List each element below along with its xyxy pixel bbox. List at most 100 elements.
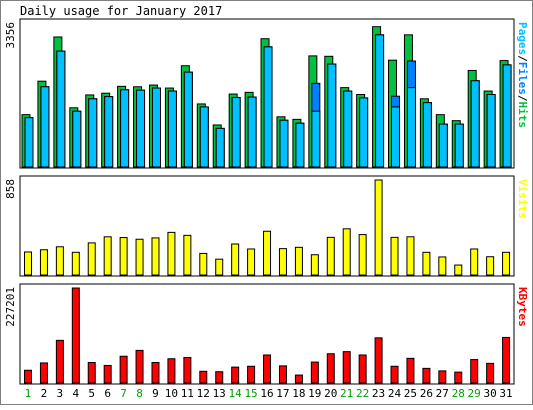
bar-kbytes <box>454 371 463 384</box>
bar-visits <box>119 237 128 276</box>
bar-kbytes <box>103 364 112 384</box>
bar-pages <box>406 87 416 168</box>
bar-pages <box>231 96 241 168</box>
bar-kbytes <box>199 370 208 384</box>
x-tick-label: 20 <box>324 387 337 400</box>
bar-pages <box>120 89 130 168</box>
bar-kbytes <box>406 357 415 384</box>
bar-visits <box>294 246 303 276</box>
bar-pages <box>183 71 193 168</box>
x-tick-label: 22 <box>356 387 369 400</box>
bar-pages <box>40 86 50 168</box>
bar-pages <box>247 96 257 168</box>
bar-visits <box>167 231 176 276</box>
bar-kbytes <box>326 353 335 384</box>
right-label-part: Files <box>516 62 529 95</box>
bar-pages <box>295 122 305 168</box>
bar-kbytes <box>310 361 319 384</box>
bar-kbytes <box>167 358 176 384</box>
x-tick-label: 26 <box>420 387 433 400</box>
x-tick-label: 17 <box>276 387 289 400</box>
x-tick-label: 8 <box>136 387 143 400</box>
bar-visits <box>454 264 463 276</box>
x-tick-label: 1 <box>25 387 32 400</box>
bar-pages <box>391 106 401 168</box>
bar-kbytes <box>278 365 287 384</box>
bar-pages <box>359 97 369 168</box>
bar-visits <box>390 236 399 276</box>
bar-visits <box>135 238 144 276</box>
bar-kbytes <box>39 362 48 384</box>
bar-visits <box>247 248 256 276</box>
bar-visits <box>502 251 511 276</box>
bar-kbytes <box>358 354 367 384</box>
bar-kbytes <box>87 362 96 384</box>
x-tick-label: 29 <box>468 387 481 400</box>
bar-visits <box>151 237 160 276</box>
bar-visits <box>183 234 192 276</box>
x-tick-label: 9 <box>152 387 159 400</box>
right-label-part: / <box>516 55 529 62</box>
bar-kbytes <box>294 374 303 384</box>
x-tick-label: 21 <box>340 387 353 400</box>
x-tick-label: 23 <box>372 387 385 400</box>
bar-visits <box>310 254 319 276</box>
bar-visits <box>422 251 431 276</box>
x-tick-label: 30 <box>483 387 496 400</box>
x-tick-label: 11 <box>181 387 194 400</box>
bar-pages <box>311 110 321 168</box>
x-tick-label: 18 <box>292 387 305 400</box>
bar-kbytes <box>342 351 351 384</box>
bar-kbytes <box>24 369 32 384</box>
x-tick-label: 5 <box>88 387 95 400</box>
bar-pages <box>72 110 82 168</box>
bar-pages <box>24 117 34 168</box>
right-label-part: KBytes <box>516 287 529 327</box>
bar-pages <box>136 89 146 168</box>
bar-visits <box>199 252 208 276</box>
bar-visits <box>231 243 240 276</box>
x-tick-label: 14 <box>229 387 243 400</box>
bar-visits <box>278 248 287 276</box>
x-tick-label: 2 <box>41 387 48 400</box>
bar-visits <box>263 230 272 276</box>
x-tick-label: 31 <box>499 387 512 400</box>
right-label-part: / <box>516 95 529 102</box>
right-label-part: Hits <box>516 102 529 129</box>
bar-visits <box>71 251 80 276</box>
bar-pages <box>375 34 385 168</box>
bar-visits <box>406 236 415 276</box>
bar-visits <box>87 242 96 276</box>
y-max-label-hits-files-pages: 3356 <box>4 22 17 49</box>
bar-kbytes <box>502 336 511 384</box>
bar-visits <box>374 179 383 276</box>
x-tick-label: 28 <box>452 387 465 400</box>
bar-visits <box>55 246 64 276</box>
x-tick-label: 25 <box>404 387 417 400</box>
bar-pages <box>56 50 66 168</box>
bar-pages <box>263 46 273 168</box>
right-label-visits: Visits <box>516 179 529 219</box>
bar-kbytes <box>263 354 272 384</box>
bar-visits <box>358 234 367 276</box>
bar-visits <box>438 256 447 276</box>
y-max-label-kbytes: 227201 <box>4 287 17 327</box>
x-tick-label: 15 <box>244 387 257 400</box>
bar-pages <box>470 80 480 168</box>
bar-kbytes <box>119 355 128 384</box>
bar-visits <box>215 258 224 276</box>
x-tick-label: 6 <box>104 387 111 400</box>
bar-kbytes <box>422 367 431 384</box>
bar-kbytes <box>135 349 144 384</box>
bar-pages <box>422 102 432 168</box>
y-max-label-visits: 858 <box>4 179 17 199</box>
bar-kbytes <box>151 362 160 384</box>
bar-pages <box>327 63 337 168</box>
bar-kbytes <box>486 362 495 384</box>
x-tick-label: 10 <box>165 387 178 400</box>
x-tick-label: 3 <box>57 387 64 400</box>
bar-pages <box>454 123 464 168</box>
right-label-hits-files-pages: Pages/Files/Hits <box>516 22 529 128</box>
bar-pages <box>199 106 209 168</box>
